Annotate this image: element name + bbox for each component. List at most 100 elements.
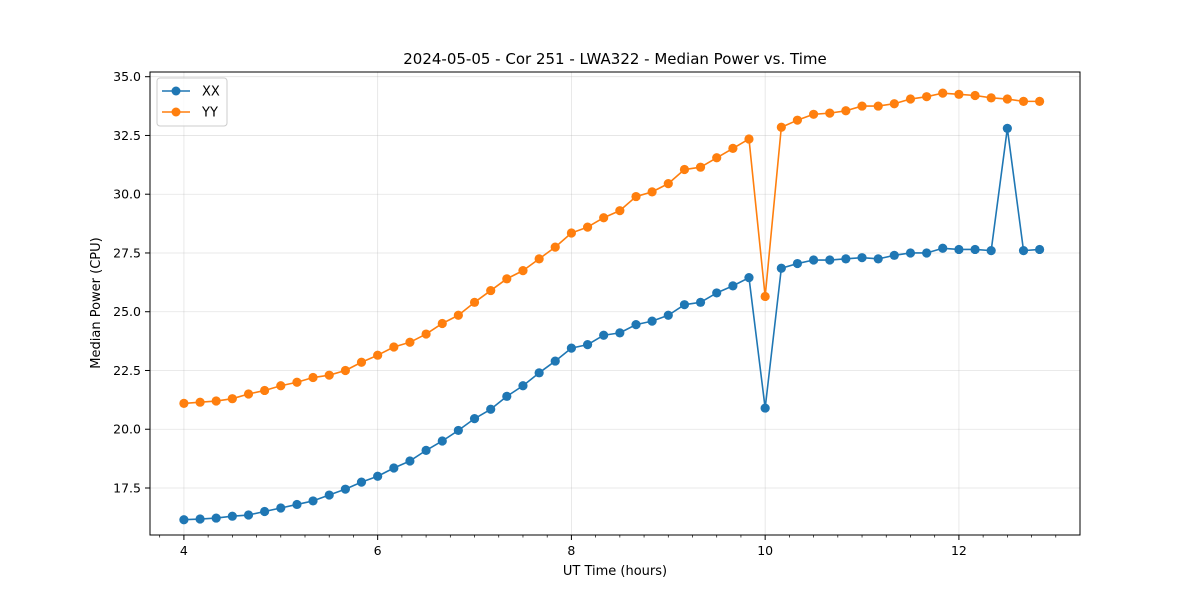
x-tick-label: 4 <box>180 543 188 558</box>
data-point-xx <box>808 255 819 265</box>
data-point-yy <box>518 265 528 276</box>
data-point-yy <box>938 88 948 98</box>
data-point-yy <box>437 318 447 329</box>
data-point-xx <box>889 250 899 260</box>
data-point-xx <box>421 445 431 455</box>
data-point-xx <box>373 471 383 481</box>
data-point-yy <box>776 122 786 132</box>
data-point-xx <box>679 300 690 310</box>
series-xx <box>179 123 1045 525</box>
data-point-yy <box>695 162 706 172</box>
chart-title: 2024-05-05 - Cor 251 - LWA322 - Median P… <box>403 50 827 68</box>
data-point-yy <box>227 394 237 404</box>
data-point-yy <box>647 187 657 197</box>
data-point-xx <box>566 343 577 353</box>
data-point-yy <box>889 99 899 109</box>
plot-frame <box>149 71 1081 536</box>
data-point-xx <box>389 463 399 473</box>
data-point-yy <box>405 337 415 347</box>
data-point-yy <box>970 90 980 101</box>
data-point-xx <box>663 310 673 320</box>
data-point-xx <box>938 243 948 253</box>
data-point-xx <box>792 258 803 269</box>
x-tick-label: 6 <box>374 543 382 558</box>
data-point-xx <box>873 254 883 264</box>
data-point-xx <box>227 511 237 521</box>
data-point-yy <box>728 143 738 153</box>
data-point-yy <box>905 94 916 104</box>
y-axis-label: Median Power (CPU) <box>89 237 104 368</box>
data-point-yy <box>760 291 770 302</box>
data-point-xx <box>324 490 334 500</box>
data-point-xx <box>308 496 318 506</box>
data-point-yy <box>421 329 431 339</box>
data-point-yy <box>1035 96 1045 106</box>
data-point-yy <box>825 108 835 118</box>
data-point-xx <box>518 381 528 391</box>
data-point-yy <box>954 89 964 99</box>
data-point-yy <box>502 274 512 284</box>
data-point-xx <box>970 244 980 255</box>
data-point-yy <box>808 109 819 119</box>
data-point-yy <box>453 310 463 320</box>
x-tick-label: 8 <box>567 543 575 558</box>
data-point-xx <box>631 320 641 330</box>
x-axis-label: UT Time (hours) <box>563 564 667 579</box>
y-tick-label: 17.5 <box>113 480 141 495</box>
data-point-yy <box>631 191 641 202</box>
data-point-yy <box>1002 94 1012 104</box>
data-point-xx <box>825 255 835 265</box>
data-point-yy <box>599 213 609 223</box>
data-point-yy <box>744 134 754 144</box>
data-point-xx <box>922 248 932 258</box>
data-point-xx <box>760 403 770 413</box>
data-point-xx <box>550 356 560 366</box>
data-point-yy <box>615 206 625 216</box>
data-point-yy <box>292 377 302 387</box>
data-point-xx <box>243 510 254 520</box>
data-point-xx <box>211 513 221 523</box>
data-point-xx <box>453 425 463 436</box>
data-point-yy <box>195 397 205 407</box>
x-tick-label: 12 <box>951 543 967 558</box>
data-point-xx <box>712 288 722 298</box>
data-point-xx <box>599 330 609 340</box>
data-point-xx <box>615 328 625 338</box>
data-point-xx <box>292 499 302 510</box>
y-tick-label: 30.0 <box>113 187 141 202</box>
legend: XX YY <box>156 77 228 127</box>
data-point-yy <box>712 153 722 163</box>
data-point-yy <box>179 398 189 408</box>
data-point-yy <box>324 370 334 380</box>
y-tick-label: 25.0 <box>113 304 141 319</box>
data-point-yy <box>582 222 593 232</box>
data-point-xx <box>744 273 754 283</box>
data-point-xx <box>469 414 480 424</box>
y-tick-label: 20.0 <box>113 422 141 437</box>
data-point-yy <box>534 254 544 264</box>
data-point-yy <box>663 179 673 189</box>
data-point-xx <box>986 246 996 256</box>
data-point-yy <box>1018 96 1029 106</box>
data-point-xx <box>179 515 189 525</box>
y-tick-label: 27.5 <box>113 245 141 260</box>
data-point-xx <box>776 263 786 273</box>
axes: 4 6 8 10 12 17.5 20.0 22.5 25.0 27.5 30.0 32.5 35.0 <box>113 69 1057 558</box>
series-layer <box>179 88 1045 525</box>
data-point-xx <box>534 368 544 378</box>
data-point-yy <box>857 101 867 111</box>
y-tick-label: 32.5 <box>113 128 141 143</box>
data-point-yy <box>356 357 367 367</box>
data-point-xx <box>356 477 367 487</box>
data-point-xx <box>857 253 867 263</box>
y-tick-label: 35.0 <box>113 69 141 84</box>
data-point-yy <box>486 285 496 296</box>
series-yy <box>179 88 1045 408</box>
legend-marker-xx <box>171 86 181 96</box>
data-point-xx <box>405 456 415 466</box>
data-point-yy <box>566 228 577 238</box>
data-point-yy <box>340 365 350 376</box>
data-point-xx <box>1018 246 1029 256</box>
data-point-yy <box>211 396 221 406</box>
